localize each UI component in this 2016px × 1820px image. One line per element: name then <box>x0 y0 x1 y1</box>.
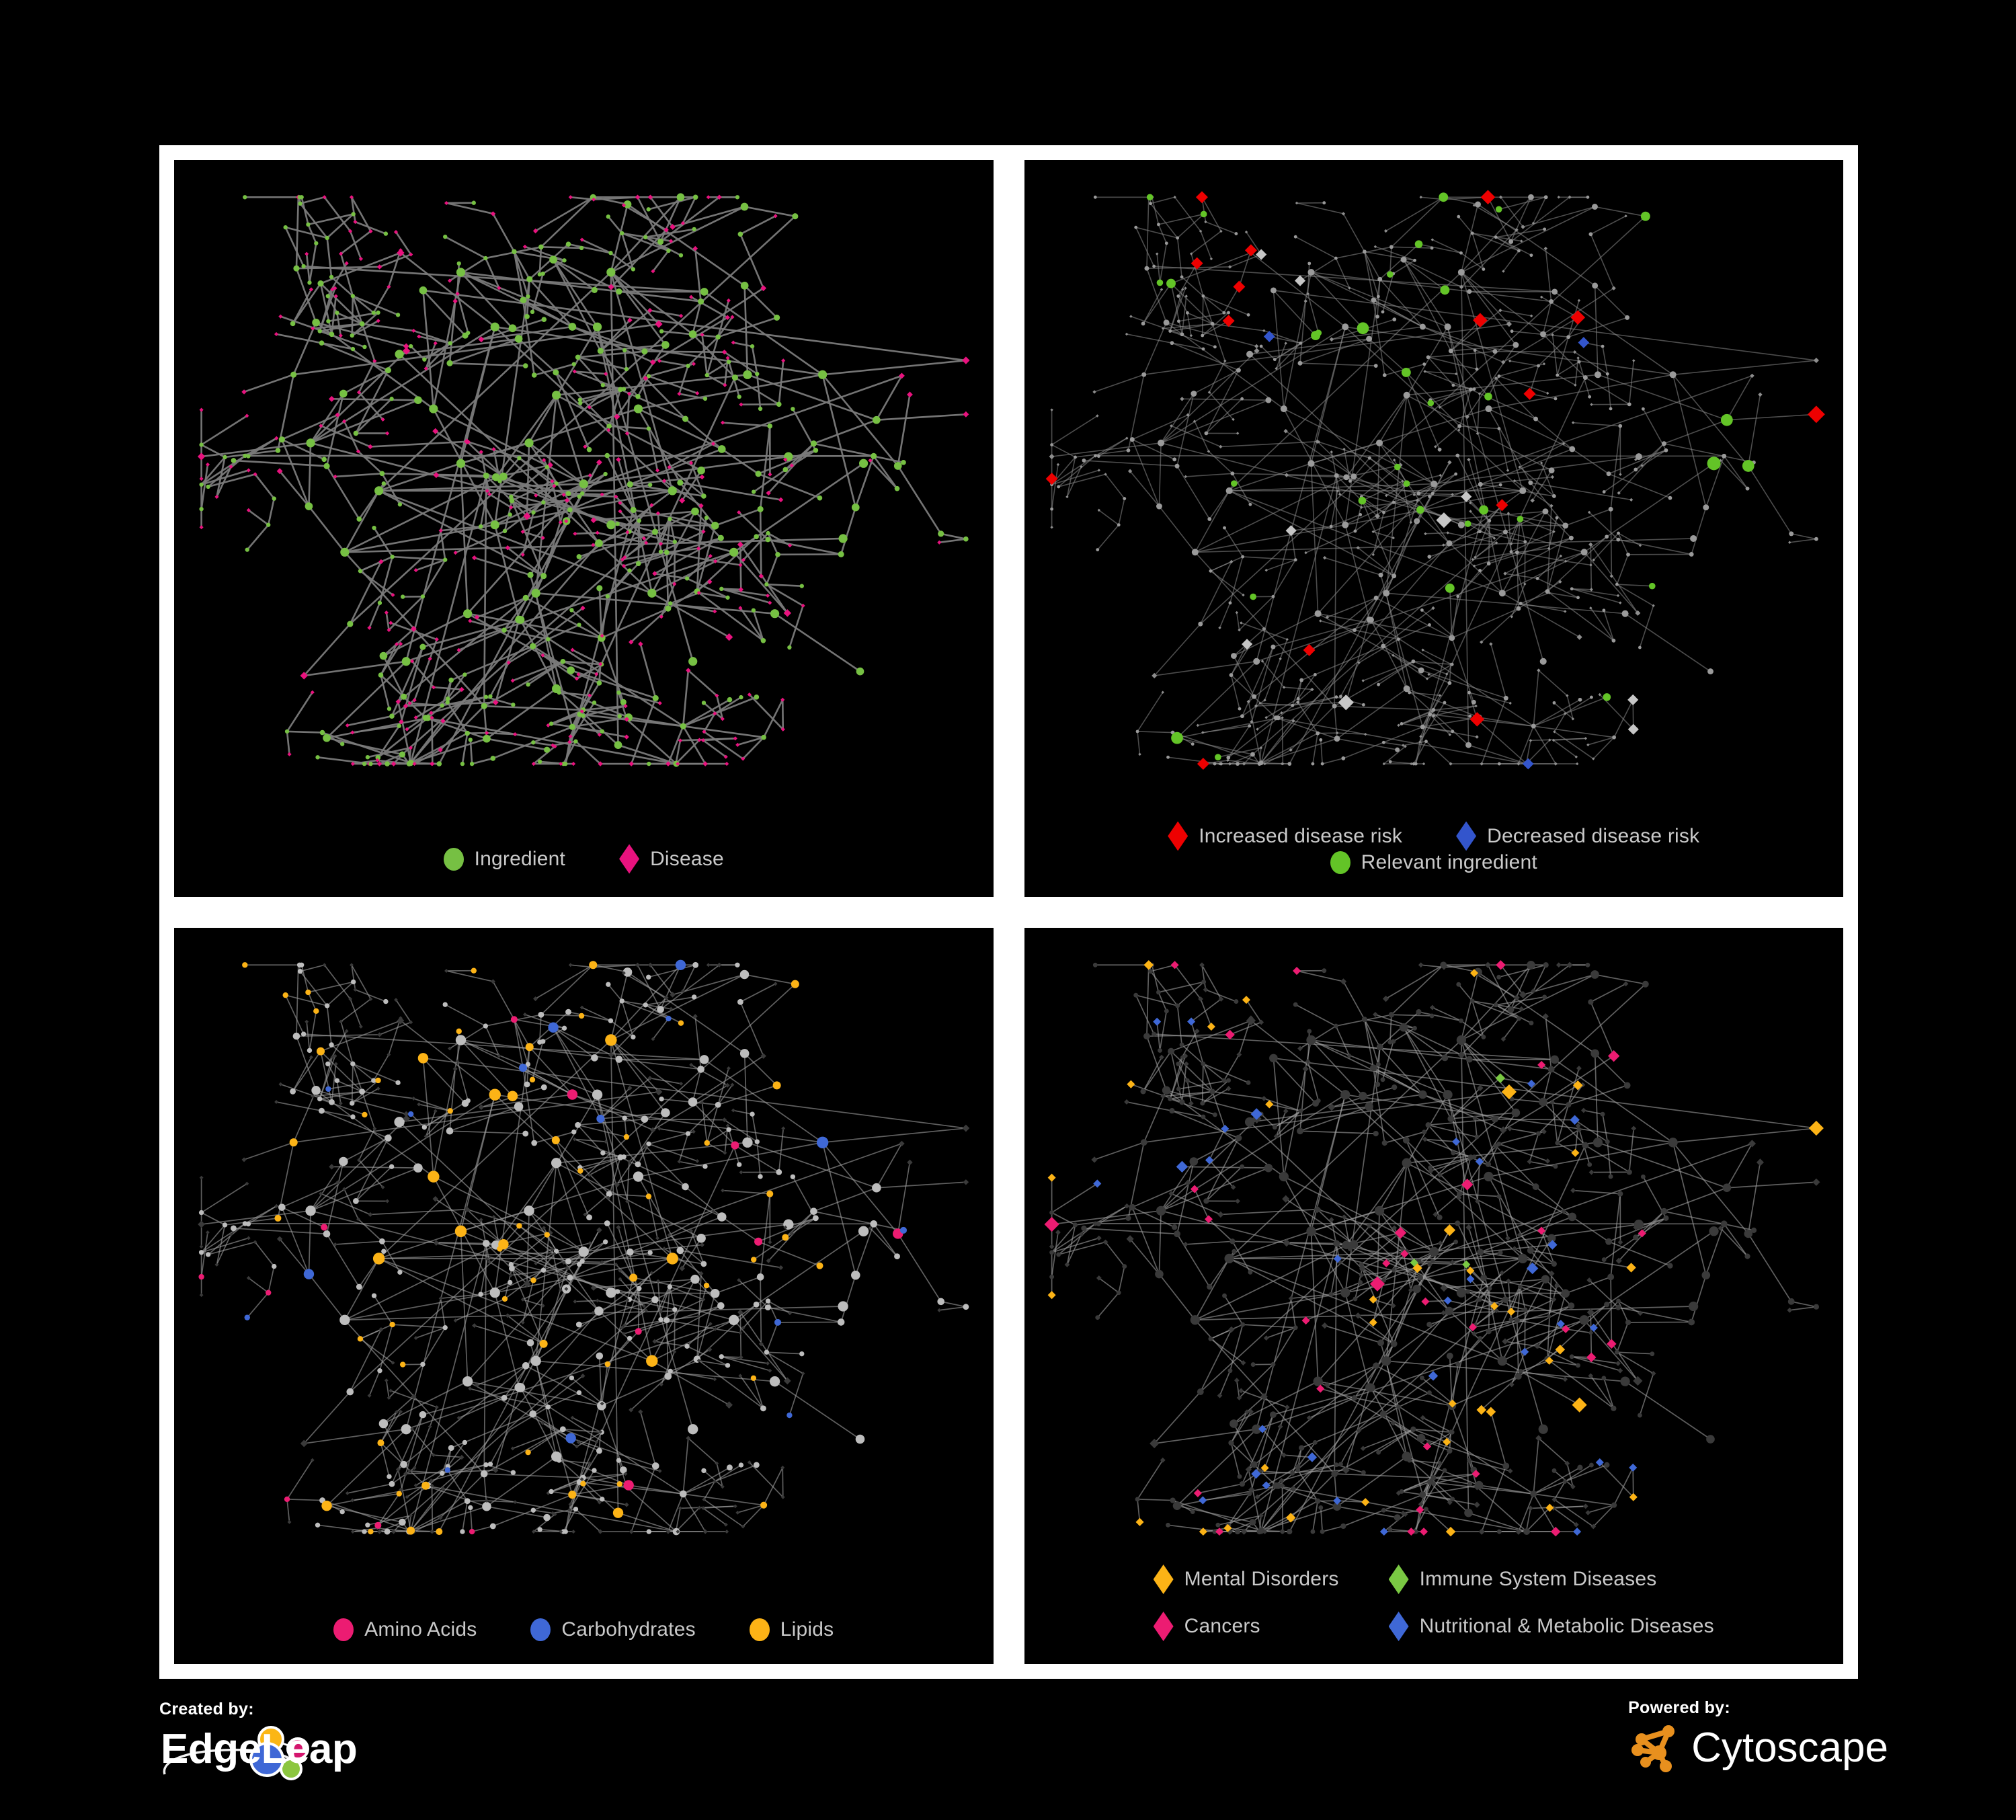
network-canvas-4[interactable] <box>1024 928 1844 1665</box>
powered-by-kicker: Powered by: <box>1628 1698 1731 1717</box>
cytoscape-wordmark: Cytoscape <box>1691 1724 1888 1771</box>
panel-grid: Ingredient Disease Increased disease ris… <box>159 145 1858 1679</box>
panel-disease-risk-network[interactable]: Increased disease risk Decreased disease… <box>1016 153 1851 904</box>
network-canvas-1[interactable] <box>174 160 994 897</box>
network-canvas-2[interactable] <box>1024 160 1844 897</box>
figure-footer: Created by: EdgeLeap Powered by: <box>0 1681 2016 1820</box>
network-graph-1 <box>197 193 970 767</box>
edgeleap-wordmark: EdgeLeap <box>161 1726 358 1772</box>
cytoscape-logo-icon <box>1631 1725 1675 1772</box>
created-by-edgeleap: Created by: EdgeLeap <box>159 1700 358 1786</box>
powered-by-cytoscape: Powered by: Cytoscape <box>1628 1698 1888 1774</box>
network-canvas-3[interactable] <box>174 928 994 1665</box>
network-graph-3 <box>198 959 970 1535</box>
network-graph-2 <box>1045 190 1825 770</box>
edgeleap-logo-icon <box>163 1726 309 1780</box>
network-graph-4 <box>1044 959 1824 1536</box>
panel-ingredient-class-network[interactable]: Amino Acids Carbohydrates Lipids <box>167 920 1001 1671</box>
panel-ingredient-disease-network[interactable]: Ingredient Disease <box>167 153 1001 904</box>
panel-disease-class-network[interactable]: Mental Disorders Immune System Diseases … <box>1016 920 1851 1671</box>
created-by-kicker: Created by: <box>159 1700 254 1718</box>
